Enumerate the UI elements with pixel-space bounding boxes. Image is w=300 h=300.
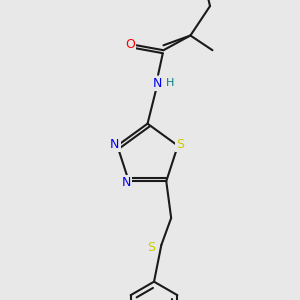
Text: N: N <box>110 138 119 151</box>
Text: H: H <box>165 78 174 88</box>
Text: S: S <box>176 138 184 151</box>
Text: N: N <box>122 176 131 189</box>
Text: O: O <box>125 38 135 51</box>
Text: N: N <box>153 77 162 90</box>
Text: S: S <box>148 241 156 254</box>
